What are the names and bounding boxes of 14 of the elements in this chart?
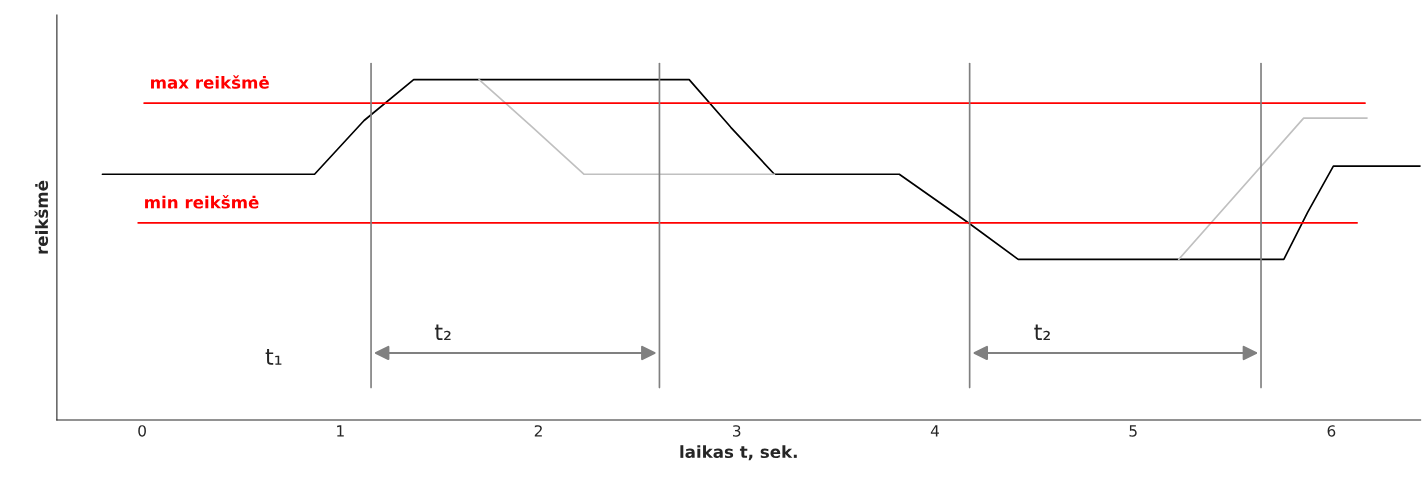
y-axis-title: reikšmė (34, 180, 49, 254)
series-label: min reikšmė (145, 195, 259, 209)
x-tick-label: 5 (1129, 425, 1137, 437)
x-tick-label: 2 (534, 425, 542, 437)
series-label: max reikšmė (151, 75, 269, 89)
x-tick-label: 4 (930, 425, 939, 437)
annotation: t₁ (265, 349, 282, 365)
annotation: t₂ (1034, 324, 1050, 341)
x-tick-label: 6 (1327, 425, 1336, 437)
x-tick-label: 3 (733, 425, 741, 437)
x-tick-label: 0 (138, 425, 146, 437)
x-tick-label: 1 (337, 425, 344, 437)
x-axis-title: laikas t, sek. (680, 445, 797, 461)
annotation: t₂ (434, 324, 451, 341)
